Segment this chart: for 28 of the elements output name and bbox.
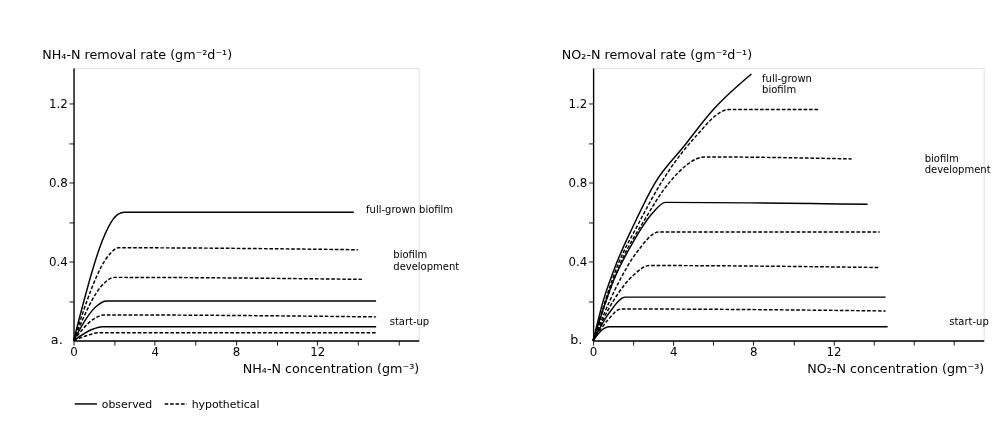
- annotation: full-grown biofilm: [366, 204, 454, 216]
- legend-label: hypothetical: [191, 397, 260, 411]
- y-tick-label: 0.8: [568, 175, 588, 190]
- text: b.: [570, 332, 583, 348]
- x-axis-title: NH₄-N concentration (gm⁻³): [242, 360, 420, 376]
- text: a.: [50, 332, 63, 348]
- y-tick-label: 0.4: [48, 254, 68, 269]
- x-tick-label: 12: [310, 345, 326, 360]
- y-axis-title: NO₂-N removal rate (gm⁻²d⁻¹): [561, 46, 753, 62]
- y-tick-label: 0.4: [568, 254, 588, 269]
- x-tick-label: 4: [669, 345, 678, 360]
- y-tick-label: 1.2: [568, 96, 588, 111]
- y-tick-label: 0.8: [48, 175, 68, 190]
- legend-label: observed: [101, 397, 153, 411]
- annotation: biofilm development: [393, 248, 460, 272]
- annotation: start-up: [949, 316, 989, 328]
- x-tick-label: 0: [589, 345, 598, 360]
- x-axis-title: NO₂-N concentration (gm⁻³): [807, 360, 985, 376]
- y-tick-label: 1.2: [48, 96, 68, 111]
- x-tick-label: 4: [151, 345, 160, 360]
- annotation: biofilm development: [924, 152, 991, 176]
- x-tick-label: 8: [750, 345, 758, 360]
- annotation: start-up: [389, 316, 430, 328]
- y-axis-title: NH₄-N removal rate (gm⁻²d⁻¹): [42, 46, 233, 62]
- x-tick-label: 8: [232, 345, 241, 360]
- annotation: full-grown biofilm: [762, 72, 812, 96]
- x-tick-label: 0: [70, 345, 78, 360]
- x-tick-label: 12: [826, 345, 842, 360]
